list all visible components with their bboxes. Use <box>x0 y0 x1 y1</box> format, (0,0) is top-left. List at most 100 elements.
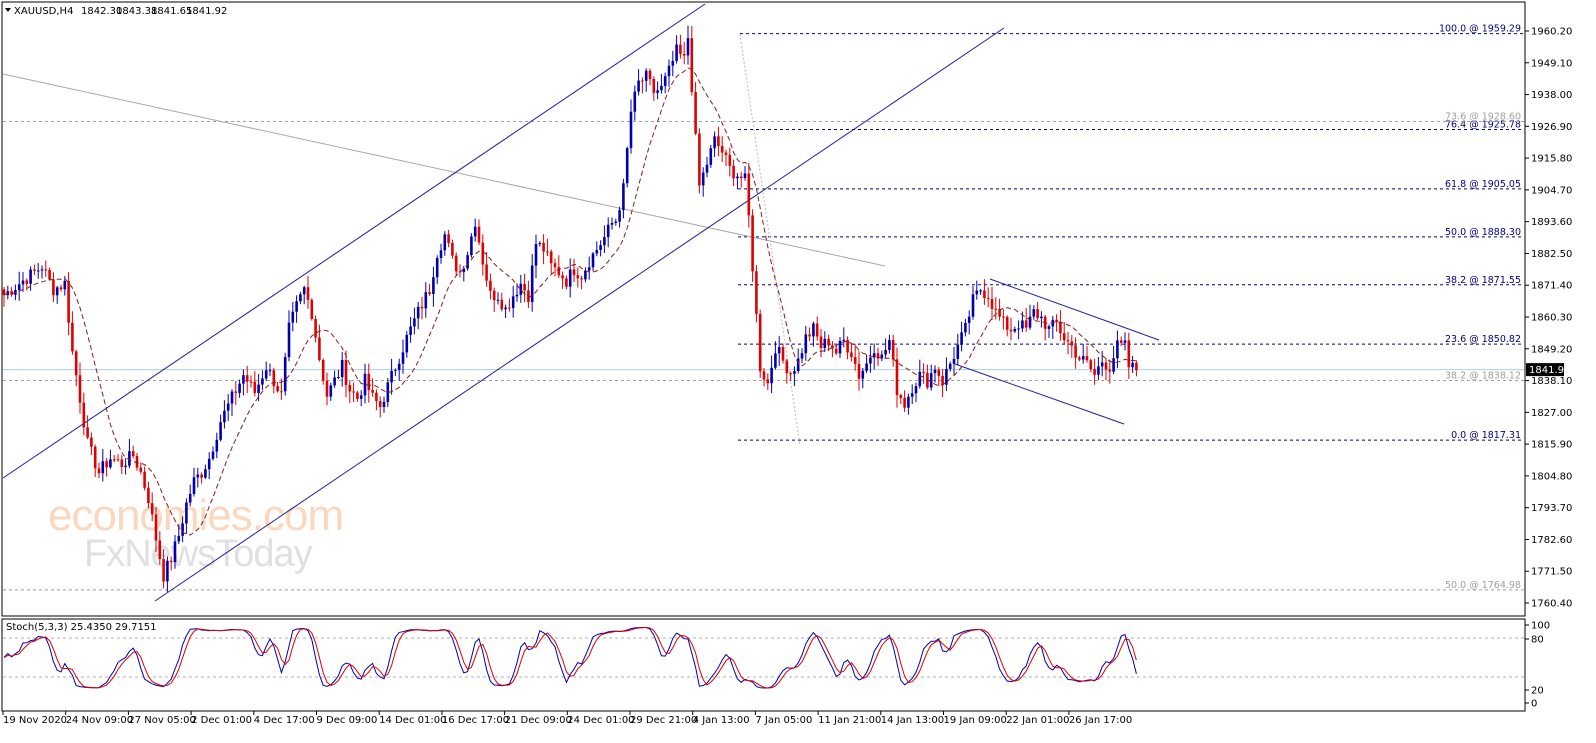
stoch-main-line <box>3 627 1137 689</box>
candle <box>720 136 724 162</box>
candle <box>1009 317 1013 341</box>
wedge-lower[interactable] <box>954 363 1125 425</box>
candle <box>432 266 435 307</box>
candle <box>922 363 925 384</box>
time-tick-label: 29 Dec 21:00 <box>630 715 697 726</box>
fib-level-label: 23.6 @ 1850.82 <box>1445 334 1521 345</box>
candle <box>272 367 276 394</box>
candle <box>416 302 420 330</box>
time-tick-label: 19 Jan 09:00 <box>944 715 1007 726</box>
time-tick-label: 11 Jan 21:00 <box>818 715 881 726</box>
fib-level-label: 61.8 @ 1905.05 <box>1445 179 1521 190</box>
candle <box>154 507 158 553</box>
fib-level[interactable]: 50.0 @ 1888.30 <box>738 227 1524 238</box>
candle <box>781 343 785 364</box>
candle <box>1135 360 1138 377</box>
fib-level[interactable]: 0.0 @ 1817.31 <box>738 430 1524 441</box>
candle <box>1119 336 1123 346</box>
watermark-line1: economies.com <box>48 491 343 540</box>
candle <box>542 234 545 265</box>
candle <box>462 265 466 282</box>
candle <box>614 218 618 226</box>
candle <box>762 367 766 387</box>
channel-upper[interactable] <box>2 3 706 479</box>
candle <box>302 285 306 305</box>
candle <box>774 341 777 370</box>
stoch-tick-label: 0 <box>1531 699 1537 710</box>
candle <box>865 354 868 373</box>
candle <box>1078 355 1081 362</box>
candle <box>568 258 572 298</box>
candle <box>952 346 956 376</box>
candle <box>489 273 492 300</box>
secondary-level[interactable]: 50.0 @ 1764.98 <box>3 580 1524 591</box>
candle <box>139 462 143 475</box>
candle <box>116 454 120 462</box>
candle <box>694 81 697 136</box>
candle <box>409 316 412 343</box>
candle <box>196 467 200 488</box>
candle <box>671 50 675 77</box>
candle <box>435 255 439 285</box>
fib-level[interactable]: 23.6 @ 1850.82 <box>738 334 1524 345</box>
time-tick-label: 19 Nov 2020 <box>3 715 67 726</box>
secondary-level[interactable]: 73.6 @ 1928.60 <box>3 111 1524 122</box>
candle <box>200 472 203 484</box>
secondary-level[interactable]: 38.2 @ 1838.12 <box>3 370 1524 381</box>
candle <box>340 352 344 387</box>
candle <box>112 455 116 463</box>
candle <box>481 234 485 276</box>
candle <box>356 390 359 402</box>
candle <box>310 298 314 321</box>
ohlc-high: 1843.38 <box>116 6 157 17</box>
candle <box>580 275 583 290</box>
candle <box>1066 332 1070 355</box>
fib-level[interactable]: 76.4 @ 1925.78 <box>738 120 1524 131</box>
candle <box>390 358 393 395</box>
trendline-long[interactable] <box>2 73 886 267</box>
fib-level[interactable]: 38.2 @ 1871.55 <box>738 275 1524 286</box>
candle <box>306 275 310 309</box>
price-tick-label: 1815.90 <box>1531 440 1572 451</box>
price-tick-label: 1849.20 <box>1531 344 1572 355</box>
candle <box>755 265 758 323</box>
fib-level-label: 100.0 @ 1959.29 <box>1439 24 1521 35</box>
candle <box>903 390 906 412</box>
candle <box>751 209 754 283</box>
candle <box>888 334 891 354</box>
candle <box>986 287 990 308</box>
candle <box>504 304 507 318</box>
candle <box>352 382 355 402</box>
candle <box>90 432 93 456</box>
chart-header: XAUUSD,H4 1842.30 1843.38 1841.65 1841.9… <box>5 6 227 17</box>
candle <box>162 549 165 589</box>
candle <box>257 374 260 401</box>
candle <box>606 217 610 248</box>
candle <box>378 396 382 418</box>
fib-level[interactable]: 100.0 @ 1959.29 <box>740 24 1524 35</box>
channel-lower[interactable] <box>154 27 1005 602</box>
fib-level[interactable]: 61.8 @ 1905.05 <box>738 179 1524 190</box>
candle <box>1013 326 1017 333</box>
candle <box>473 218 477 242</box>
candle <box>1112 345 1115 375</box>
candle <box>1005 315 1009 337</box>
price-tick-label: 1882.50 <box>1531 249 1572 260</box>
candle <box>329 382 333 402</box>
candle <box>584 267 587 283</box>
candle <box>1062 322 1066 345</box>
candle <box>842 327 846 348</box>
candle <box>937 366 941 386</box>
wedge-upper[interactable] <box>989 278 1160 341</box>
candle <box>789 371 792 381</box>
time-tick-label: 24 Dec 01:00 <box>567 715 634 726</box>
moving-average-line <box>3 67 1137 536</box>
candle <box>872 343 876 370</box>
candle <box>413 307 416 335</box>
candle <box>500 292 504 312</box>
candle <box>420 296 424 320</box>
candle <box>124 458 127 475</box>
dropdown-triangle-icon[interactable] <box>5 8 11 12</box>
candle <box>728 147 732 177</box>
